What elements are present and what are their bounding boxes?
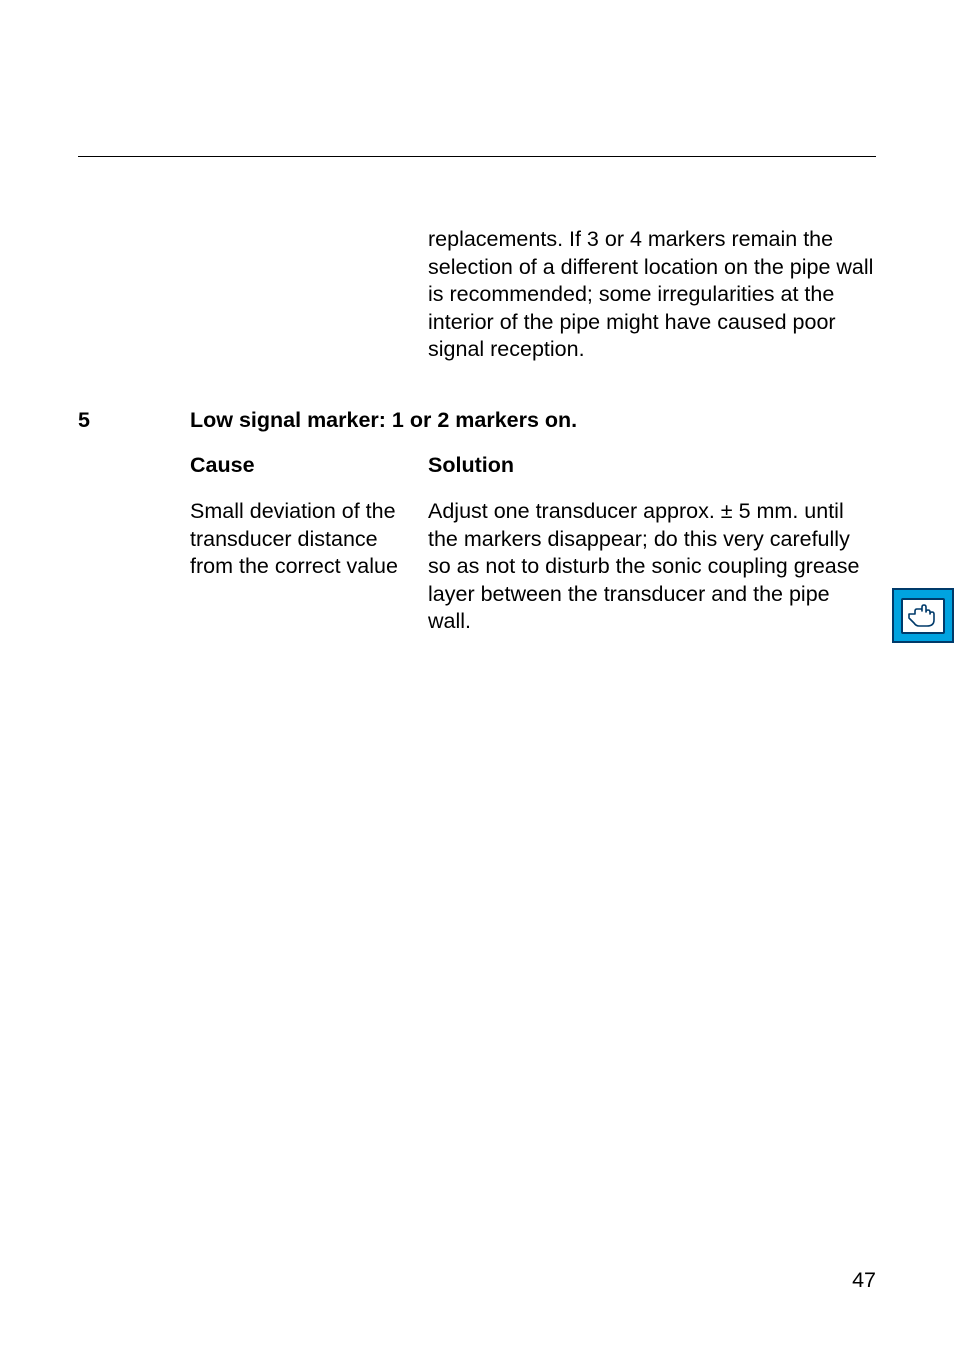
note-icon-box	[892, 588, 954, 643]
document-page: replacements. If 3 or 4 markers remain t…	[0, 0, 954, 1355]
note-icon-inner	[901, 598, 945, 634]
cause-text: Small deviation of the transducer distan…	[190, 498, 422, 581]
page-number: 47	[852, 1268, 876, 1293]
section-heading: Low signal marker: 1 or 2 markers on.	[190, 408, 577, 433]
section-number: 5	[78, 408, 90, 433]
column-header-cause: Cause	[190, 453, 255, 478]
pointing-hand-icon	[907, 604, 939, 628]
top-rule	[78, 156, 876, 157]
intro-paragraph: replacements. If 3 or 4 markers remain t…	[428, 226, 876, 364]
solution-text: Adjust one transducer approx. ± 5 mm. un…	[428, 498, 876, 636]
column-header-solution: Solution	[428, 453, 514, 478]
